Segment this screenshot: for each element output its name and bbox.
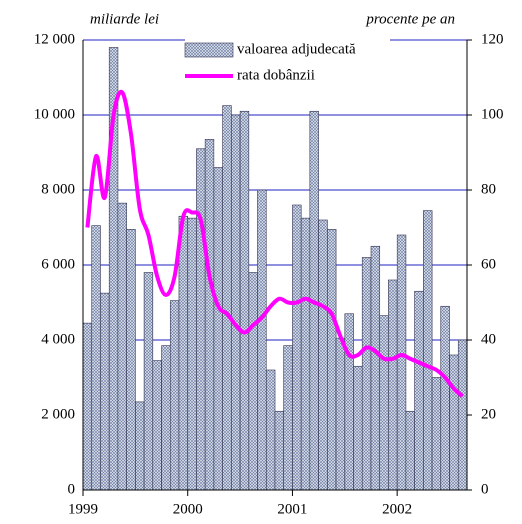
bar	[300, 217, 311, 491]
x-tick-label: 2001	[277, 501, 307, 517]
bar	[196, 148, 206, 491]
y2-tick-label: 20	[481, 406, 496, 422]
x-tick-label: 2000	[173, 501, 203, 517]
bar	[239, 110, 250, 491]
bar	[431, 377, 442, 491]
y2-tick-label: 40	[481, 331, 496, 347]
bar	[204, 139, 215, 491]
y-tick-label: 12 000	[34, 31, 75, 47]
y-tick-label: 2 000	[41, 406, 75, 422]
y2-tick-label: 100	[481, 106, 504, 122]
bar	[135, 401, 145, 491]
bar	[344, 313, 354, 491]
bar	[222, 105, 232, 491]
y2-tick-label: 80	[481, 181, 496, 197]
bar	[353, 365, 363, 491]
bar	[423, 210, 433, 491]
y-tick-label: 4 000	[41, 331, 75, 347]
y2-tick-label: 60	[481, 256, 496, 272]
bar	[161, 345, 171, 491]
bar	[169, 300, 180, 491]
bar	[335, 337, 346, 491]
legend-label: rata dobânzii	[237, 67, 315, 83]
bar	[414, 290, 424, 491]
line	[85, 89, 464, 398]
bar	[318, 219, 328, 491]
bar	[213, 167, 223, 491]
bar	[292, 204, 302, 491]
y-tick-label: 6 000	[41, 256, 75, 272]
legend-swatch	[184, 42, 234, 58]
bar	[405, 410, 415, 491]
bar	[257, 189, 267, 491]
bar	[449, 354, 459, 491]
bar	[126, 229, 136, 491]
legend-label: valoarea adjudecată	[237, 41, 356, 57]
y2-axis-label: procente pe an	[365, 11, 455, 27]
x-tick-label: 1999	[68, 501, 98, 517]
bar	[143, 272, 154, 491]
bar	[361, 257, 372, 491]
bar	[370, 245, 381, 491]
bar	[100, 292, 110, 491]
bar	[152, 360, 162, 491]
bar	[117, 202, 127, 491]
bar	[388, 279, 398, 491]
x-tick-label: 2002	[382, 501, 412, 517]
bar	[396, 234, 407, 491]
bar	[187, 217, 197, 491]
bar	[82, 322, 93, 491]
y-tick-label: 8 000	[41, 181, 75, 197]
bar	[327, 229, 337, 491]
y-tick-label: 10 000	[34, 106, 75, 122]
bar	[283, 345, 293, 491]
bar	[274, 410, 285, 491]
bar	[457, 339, 468, 491]
bar	[248, 272, 258, 491]
bar	[231, 114, 241, 491]
bar	[91, 225, 101, 491]
y2-tick-label: 120	[481, 31, 504, 47]
y-axis-label: miliarde lei	[90, 11, 159, 27]
bar	[178, 215, 188, 491]
bar	[265, 369, 276, 491]
y-tick-label: 0	[68, 481, 76, 497]
bar	[379, 315, 389, 491]
y2-tick-label: 0	[481, 481, 489, 497]
bar	[440, 305, 450, 491]
